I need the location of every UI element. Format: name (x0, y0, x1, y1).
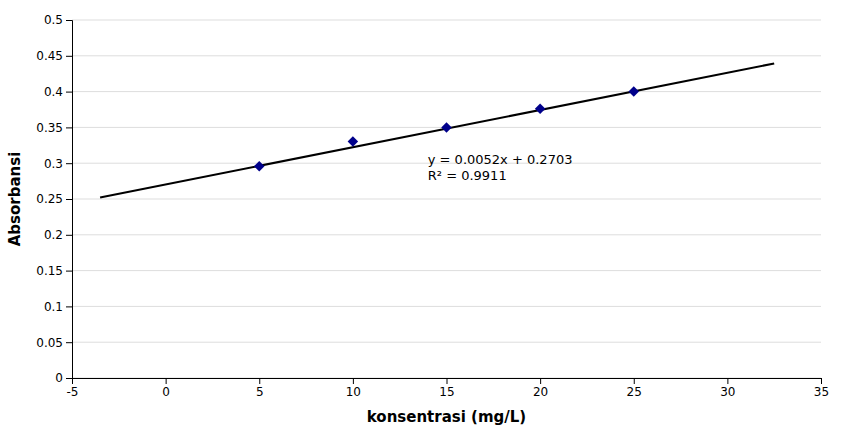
x-axis: -5 0 5 10 15 20 25 30 35 (67, 378, 830, 399)
tick-mark (66, 163, 72, 164)
tick: 5 (256, 378, 264, 399)
tick-mark (66, 306, 72, 307)
tick: 0 (55, 371, 72, 385)
tick-label: 0.5 (44, 13, 63, 27)
grid-line (72, 199, 821, 200)
grid (72, 20, 821, 378)
tick-mark (259, 378, 260, 384)
tick: 25 (627, 378, 642, 399)
tick-mark (353, 378, 354, 384)
grid-line (72, 342, 821, 343)
tick: 0.5 (44, 13, 72, 27)
tick: 20 (533, 378, 548, 399)
point (629, 86, 639, 96)
grid-line (72, 234, 821, 235)
tick: -5 (67, 378, 79, 399)
tick-mark (821, 378, 822, 384)
tick: 0 (162, 378, 170, 399)
y-axis-title: Absorbansi (6, 152, 24, 247)
tick: 10 (346, 378, 361, 399)
tick: 0.4 (44, 85, 72, 99)
tick-mark (66, 127, 72, 128)
tick-label: 0.45 (36, 49, 63, 63)
plot-area (100, 63, 774, 197)
tick: 0.1 (44, 300, 72, 314)
chart: -5 0 5 10 15 20 25 30 35 0 0.05 0.1 0.15 0.2 0.25 0.3 0.… (0, 0, 846, 436)
tick-mark (540, 378, 541, 384)
tick-label: 0 (55, 371, 63, 385)
tick: 0.05 (36, 336, 72, 350)
tick-label: 0.25 (36, 192, 63, 206)
trend-line (100, 63, 774, 197)
point (441, 122, 451, 132)
grid-line (72, 306, 821, 307)
tick-label: 0.15 (36, 264, 63, 278)
annotation-text: y = 0.0052x + 0.2703 (428, 152, 573, 167)
tick: 15 (439, 378, 454, 399)
tick-label: 0.35 (36, 121, 63, 135)
tick-mark (66, 271, 72, 272)
tick-label: 0.1 (44, 300, 63, 314)
tick-label: 10 (346, 385, 361, 399)
axis-line (73, 379, 822, 385)
tick-label: 0.2 (44, 228, 63, 242)
tick-label: 0.4 (44, 85, 63, 99)
tick-label: 30 (720, 385, 735, 399)
annotation-text: R² = 0.9911 (428, 168, 507, 183)
point (254, 161, 264, 171)
tick-label: 35 (814, 385, 829, 399)
grid-line (72, 270, 821, 271)
grid-line (72, 55, 821, 56)
tick-label: 25 (627, 385, 642, 399)
tick-mark (634, 378, 635, 384)
tick-mark (66, 235, 72, 236)
tick-mark (66, 378, 72, 379)
point (348, 136, 358, 146)
x-axis-title: konsentrasi (mg/L) (367, 408, 526, 426)
grid-line (72, 91, 821, 92)
tick-mark (66, 56, 72, 57)
point (535, 103, 545, 113)
tick-mark (727, 378, 728, 384)
tick: 0.2 (44, 228, 72, 242)
tick-mark (66, 92, 72, 93)
tick: 0.15 (36, 264, 72, 278)
tick-label: 0.05 (36, 336, 63, 350)
tick-label: 5 (256, 385, 264, 399)
tick-label: -5 (67, 385, 79, 399)
grid-line (72, 20, 821, 21)
y-axis: 0 0.05 0.1 0.15 0.2 0.25 0.3 0.35 0.4 0.45 0.5 (36, 13, 72, 385)
axis-line (66, 21, 73, 379)
tick: 0.45 (36, 49, 72, 63)
tick-label: 0 (162, 385, 170, 399)
tick-label: 15 (439, 385, 454, 399)
tick: 30 (720, 378, 735, 399)
tick-mark (66, 199, 72, 200)
tick: 35 (814, 378, 829, 399)
tick: 0.3 (44, 157, 72, 171)
tick-label: 20 (533, 385, 548, 399)
tick-mark (66, 342, 72, 343)
annotation: y = 0.0052x + 0.2703R² = 0.9911 (428, 152, 573, 183)
tick: 0.25 (36, 192, 72, 206)
tick-mark (166, 378, 167, 384)
tick: 0.35 (36, 121, 72, 135)
tick-mark (447, 378, 448, 384)
tick-mark (66, 20, 72, 21)
tick-label: 0.3 (44, 157, 63, 171)
